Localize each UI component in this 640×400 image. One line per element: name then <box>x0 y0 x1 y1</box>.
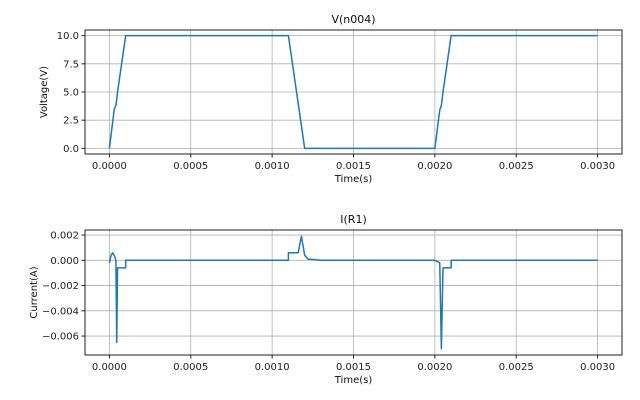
y-tick-label: 0.002 <box>50 231 79 242</box>
y-tick-label: 7.5 <box>63 59 79 70</box>
x-tick-label: 0.0010 <box>255 161 290 172</box>
x-tick-label: 0.0005 <box>173 161 208 172</box>
x-tick-label: 0.0015 <box>336 161 371 172</box>
x-axis-label: Time(s) <box>334 375 373 386</box>
x-tick-label: 0.0010 <box>255 362 290 373</box>
subplot-1: 0.0000 0.0005 0.0010 0.0015 0.0020 0.0025 0.00… <box>39 13 623 185</box>
x-tick-label: 0.0020 <box>417 161 452 172</box>
y-tick-label: 10.0 <box>57 31 79 42</box>
x-tick-label: 0.0000 <box>92 362 127 373</box>
chart-title: I(R1) <box>340 213 366 226</box>
subplot-2: 0.0000 0.0005 0.0010 0.0015 0.0020 0.0025 0.00… <box>29 213 623 386</box>
y-tick-label: 5.0 <box>63 88 79 99</box>
x-tick-label: 0.0025 <box>499 161 534 172</box>
x-tick-label: 0.0000 <box>92 161 127 172</box>
chart-title: V(n004) <box>331 13 375 26</box>
y-tick-label: 0.0 <box>63 144 79 155</box>
x-axis-label: Time(s) <box>334 174 373 185</box>
y-tick-label: 0.000 <box>50 256 79 267</box>
x-tick-label: 0.0030 <box>580 161 615 172</box>
y-axis-label: Current(A) <box>29 266 40 318</box>
x-tick-label: 0.0020 <box>417 362 452 373</box>
series-line <box>108 34 598 150</box>
x-tick-label: 0.0025 <box>499 362 534 373</box>
x-tick-label: 0.0005 <box>173 362 208 373</box>
y-tick-label: 2.5 <box>63 116 79 127</box>
x-tick-label: 0.0015 <box>336 362 371 373</box>
series-line <box>108 235 598 350</box>
y-tick-label: −0.004 <box>42 306 79 317</box>
y-tick-label: −0.006 <box>42 332 79 343</box>
x-tick-label: 0.0030 <box>580 362 615 373</box>
y-axis-label: Voltage(V) <box>39 66 50 118</box>
y-tick-label: −0.002 <box>42 281 79 292</box>
